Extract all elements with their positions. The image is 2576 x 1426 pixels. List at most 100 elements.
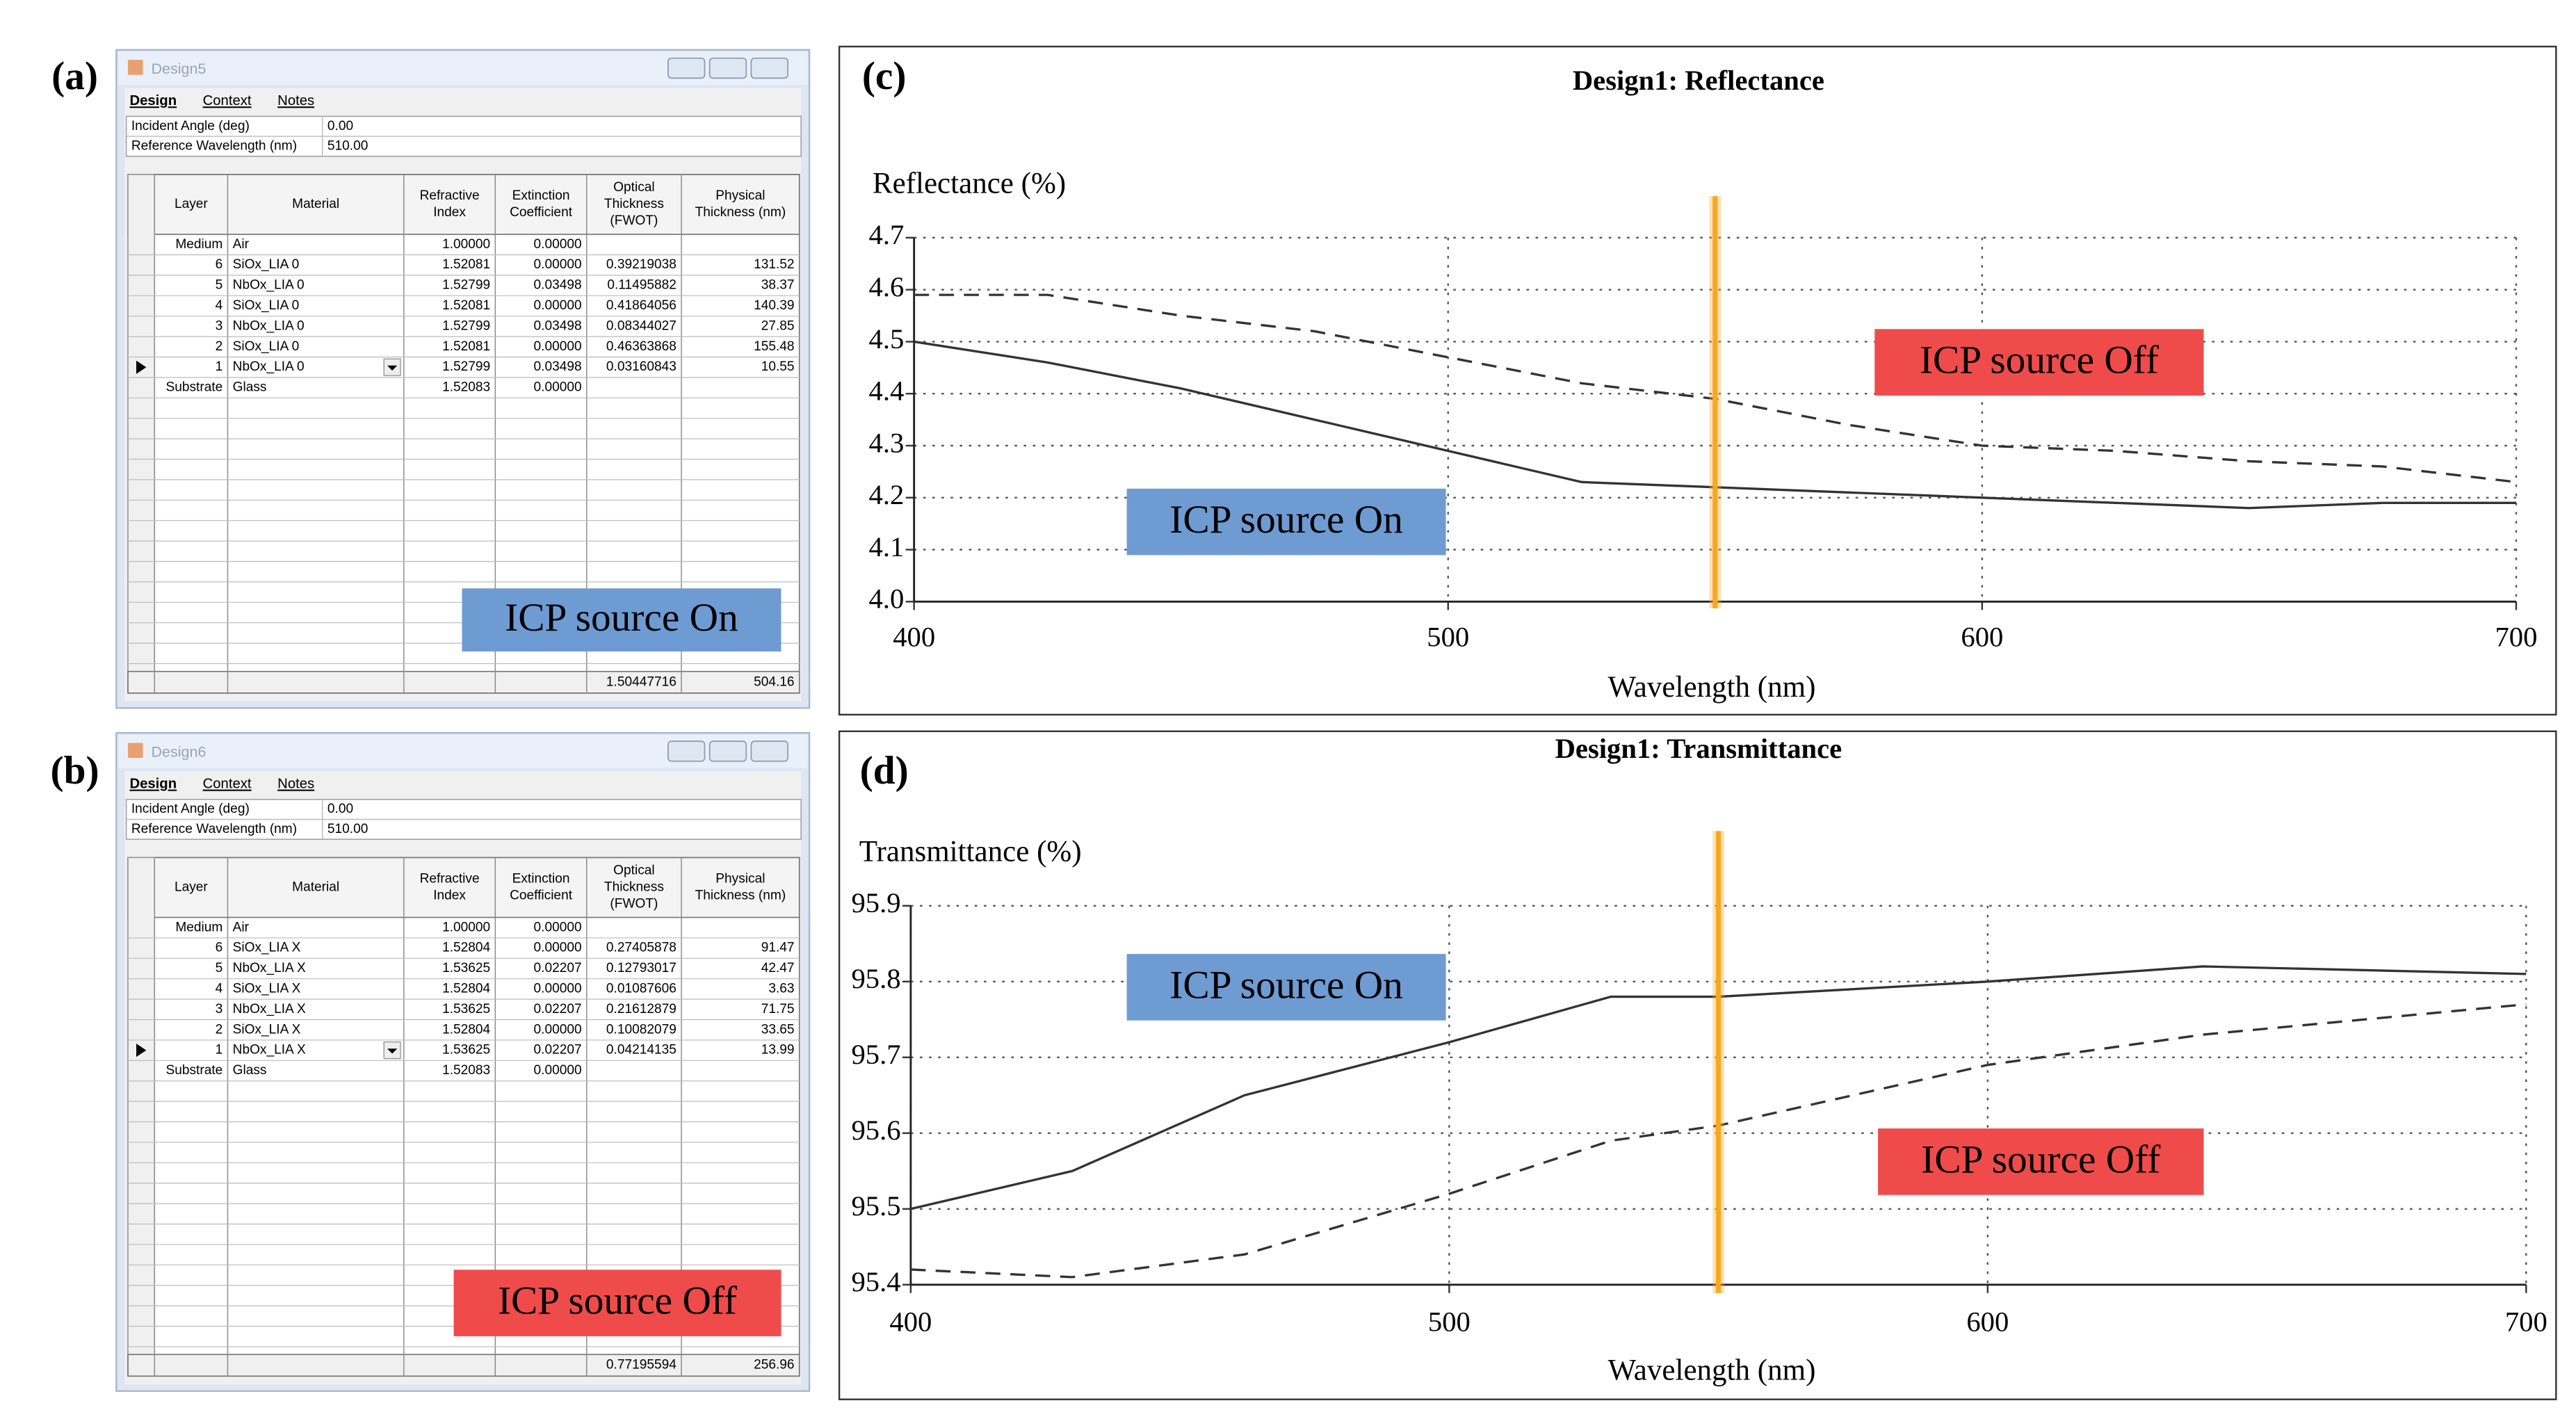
annotation-box [453, 1270, 781, 1336]
table-cell: 0.02207 [534, 1002, 582, 1016]
window-button [708, 57, 747, 79]
table-cell: 1.52804 [442, 981, 490, 996]
column-header: Layer [175, 880, 208, 895]
table-cell: Medium [175, 920, 222, 934]
column-header: (FWOT) [610, 896, 658, 911]
table-cell: 0.03160843 [606, 359, 677, 374]
column-header: Extinction [512, 188, 570, 203]
column-header: (FWOT) [610, 213, 658, 228]
table-cell: 0.21612879 [606, 1002, 677, 1016]
table-cell: Air [233, 237, 250, 252]
series-line [910, 965, 2527, 1210]
table-cell: 0.04214135 [606, 1043, 677, 1058]
table-cell: 0.00000 [534, 1063, 582, 1078]
table-cell: 3 [216, 318, 223, 333]
x-axis-label: Wavelength (nm) [1608, 671, 1816, 704]
row-selector [127, 174, 156, 694]
table-cell: 0.39219038 [606, 257, 677, 272]
table-cell: 1.52799 [442, 359, 490, 374]
field-label: Reference Wavelength (nm) [131, 822, 297, 836]
y-tick-label: 4.7 [869, 219, 905, 250]
table-cell: SiOx_LIA 0 [233, 298, 300, 313]
table-cell: 0.00000 [534, 298, 582, 313]
window-button [750, 740, 788, 762]
row-selector [127, 857, 156, 1377]
table-cell: 4 [216, 981, 223, 996]
annotation: ICP source Off [498, 1279, 738, 1323]
field-value: 0.00 [327, 802, 353, 816]
table-cell: 0.00000 [534, 941, 582, 955]
y-tick-label: 95.9 [851, 887, 900, 918]
table-cell: 5 [216, 278, 223, 293]
y-tick-label: 95.7 [851, 1039, 900, 1070]
tab: Design [129, 93, 177, 108]
table-cell: 13.99 [761, 1043, 795, 1058]
table-cell: 1 [216, 1043, 223, 1058]
table-cell: 1.53625 [442, 961, 490, 975]
table-cell: 6 [216, 941, 223, 955]
total-row [127, 1354, 800, 1377]
window-button [667, 740, 706, 762]
table-cell: 1.53625 [442, 1043, 490, 1058]
table-cell: 0.03498 [534, 359, 582, 374]
table-cell: 0.00000 [534, 920, 582, 934]
table-cell: 91.47 [761, 941, 795, 955]
table-cell: 0.08344027 [606, 318, 677, 333]
table-cell: 0.00000 [534, 339, 582, 354]
field-value: 510.00 [327, 822, 368, 836]
table-cell: 0.03498 [534, 318, 582, 333]
table-cell: 1.00000 [442, 237, 490, 252]
table-cell: 0.00000 [534, 237, 582, 252]
table-cell: 42.47 [761, 961, 795, 975]
table-cell: 1.53625 [442, 1002, 490, 1016]
table-cell: SiOx_LIA X [233, 981, 301, 996]
table-cell: NbOx_LIA X [233, 1043, 306, 1058]
table-cell: 1.52081 [442, 298, 490, 313]
table-cell: 1.52804 [442, 1022, 490, 1037]
table-header [127, 174, 800, 235]
column-header: Thickness [604, 880, 664, 895]
table-cell: 1.52083 [442, 380, 490, 395]
y-tick-label: 95.8 [851, 963, 900, 994]
table-cell: 0.02207 [534, 961, 582, 975]
table-cell: 1 [216, 359, 223, 374]
tab: Design [129, 777, 177, 792]
y-tick-label: 4.1 [869, 531, 905, 562]
column-header: Thickness [604, 197, 664, 211]
table-cell: NbOx_LIA X [233, 1002, 306, 1016]
table-header [127, 857, 800, 918]
x-tick-label: 700 [2495, 622, 2537, 653]
column-header: Coefficient [510, 205, 573, 220]
chart-frame [838, 45, 2557, 716]
field-value: 510.00 [327, 138, 368, 153]
table-cell: 1.52799 [442, 318, 490, 333]
chart-title: Design1: Reflectance [1573, 65, 1824, 96]
annotation-box [1874, 329, 2204, 396]
column-header: Physical [715, 872, 765, 886]
column-header: Index [433, 888, 466, 902]
column-header: Refractive [420, 872, 480, 886]
row-pointer [136, 1044, 147, 1058]
column-header: Coefficient [510, 888, 573, 902]
table-cell: 1.52799 [442, 278, 490, 293]
panel-label: (a) [51, 54, 98, 98]
y-tick-label: 95.5 [851, 1190, 900, 1222]
column-header: Refractive [420, 188, 480, 203]
table-cell: Glass [233, 1063, 267, 1078]
table-cell: 0.02207 [534, 1043, 582, 1058]
window-button [708, 740, 747, 762]
table-cell: 71.75 [761, 1002, 795, 1016]
y-tick-label: 95.6 [851, 1115, 900, 1146]
table-cell: 1.00000 [442, 920, 490, 934]
table-cell: 5 [216, 961, 223, 975]
table-cell: 140.39 [754, 298, 794, 313]
table-cell: 3 [216, 1002, 223, 1016]
column-header: Optical [613, 864, 654, 878]
series-label: ICP source Off [1920, 339, 2160, 382]
annotation-box [1126, 488, 1446, 556]
y-axis-label: Transmittance (%) [859, 836, 1082, 868]
tab: Context [203, 93, 252, 108]
tab: Notes [277, 93, 314, 108]
table-cell: SiOx_LIA X [233, 941, 301, 955]
